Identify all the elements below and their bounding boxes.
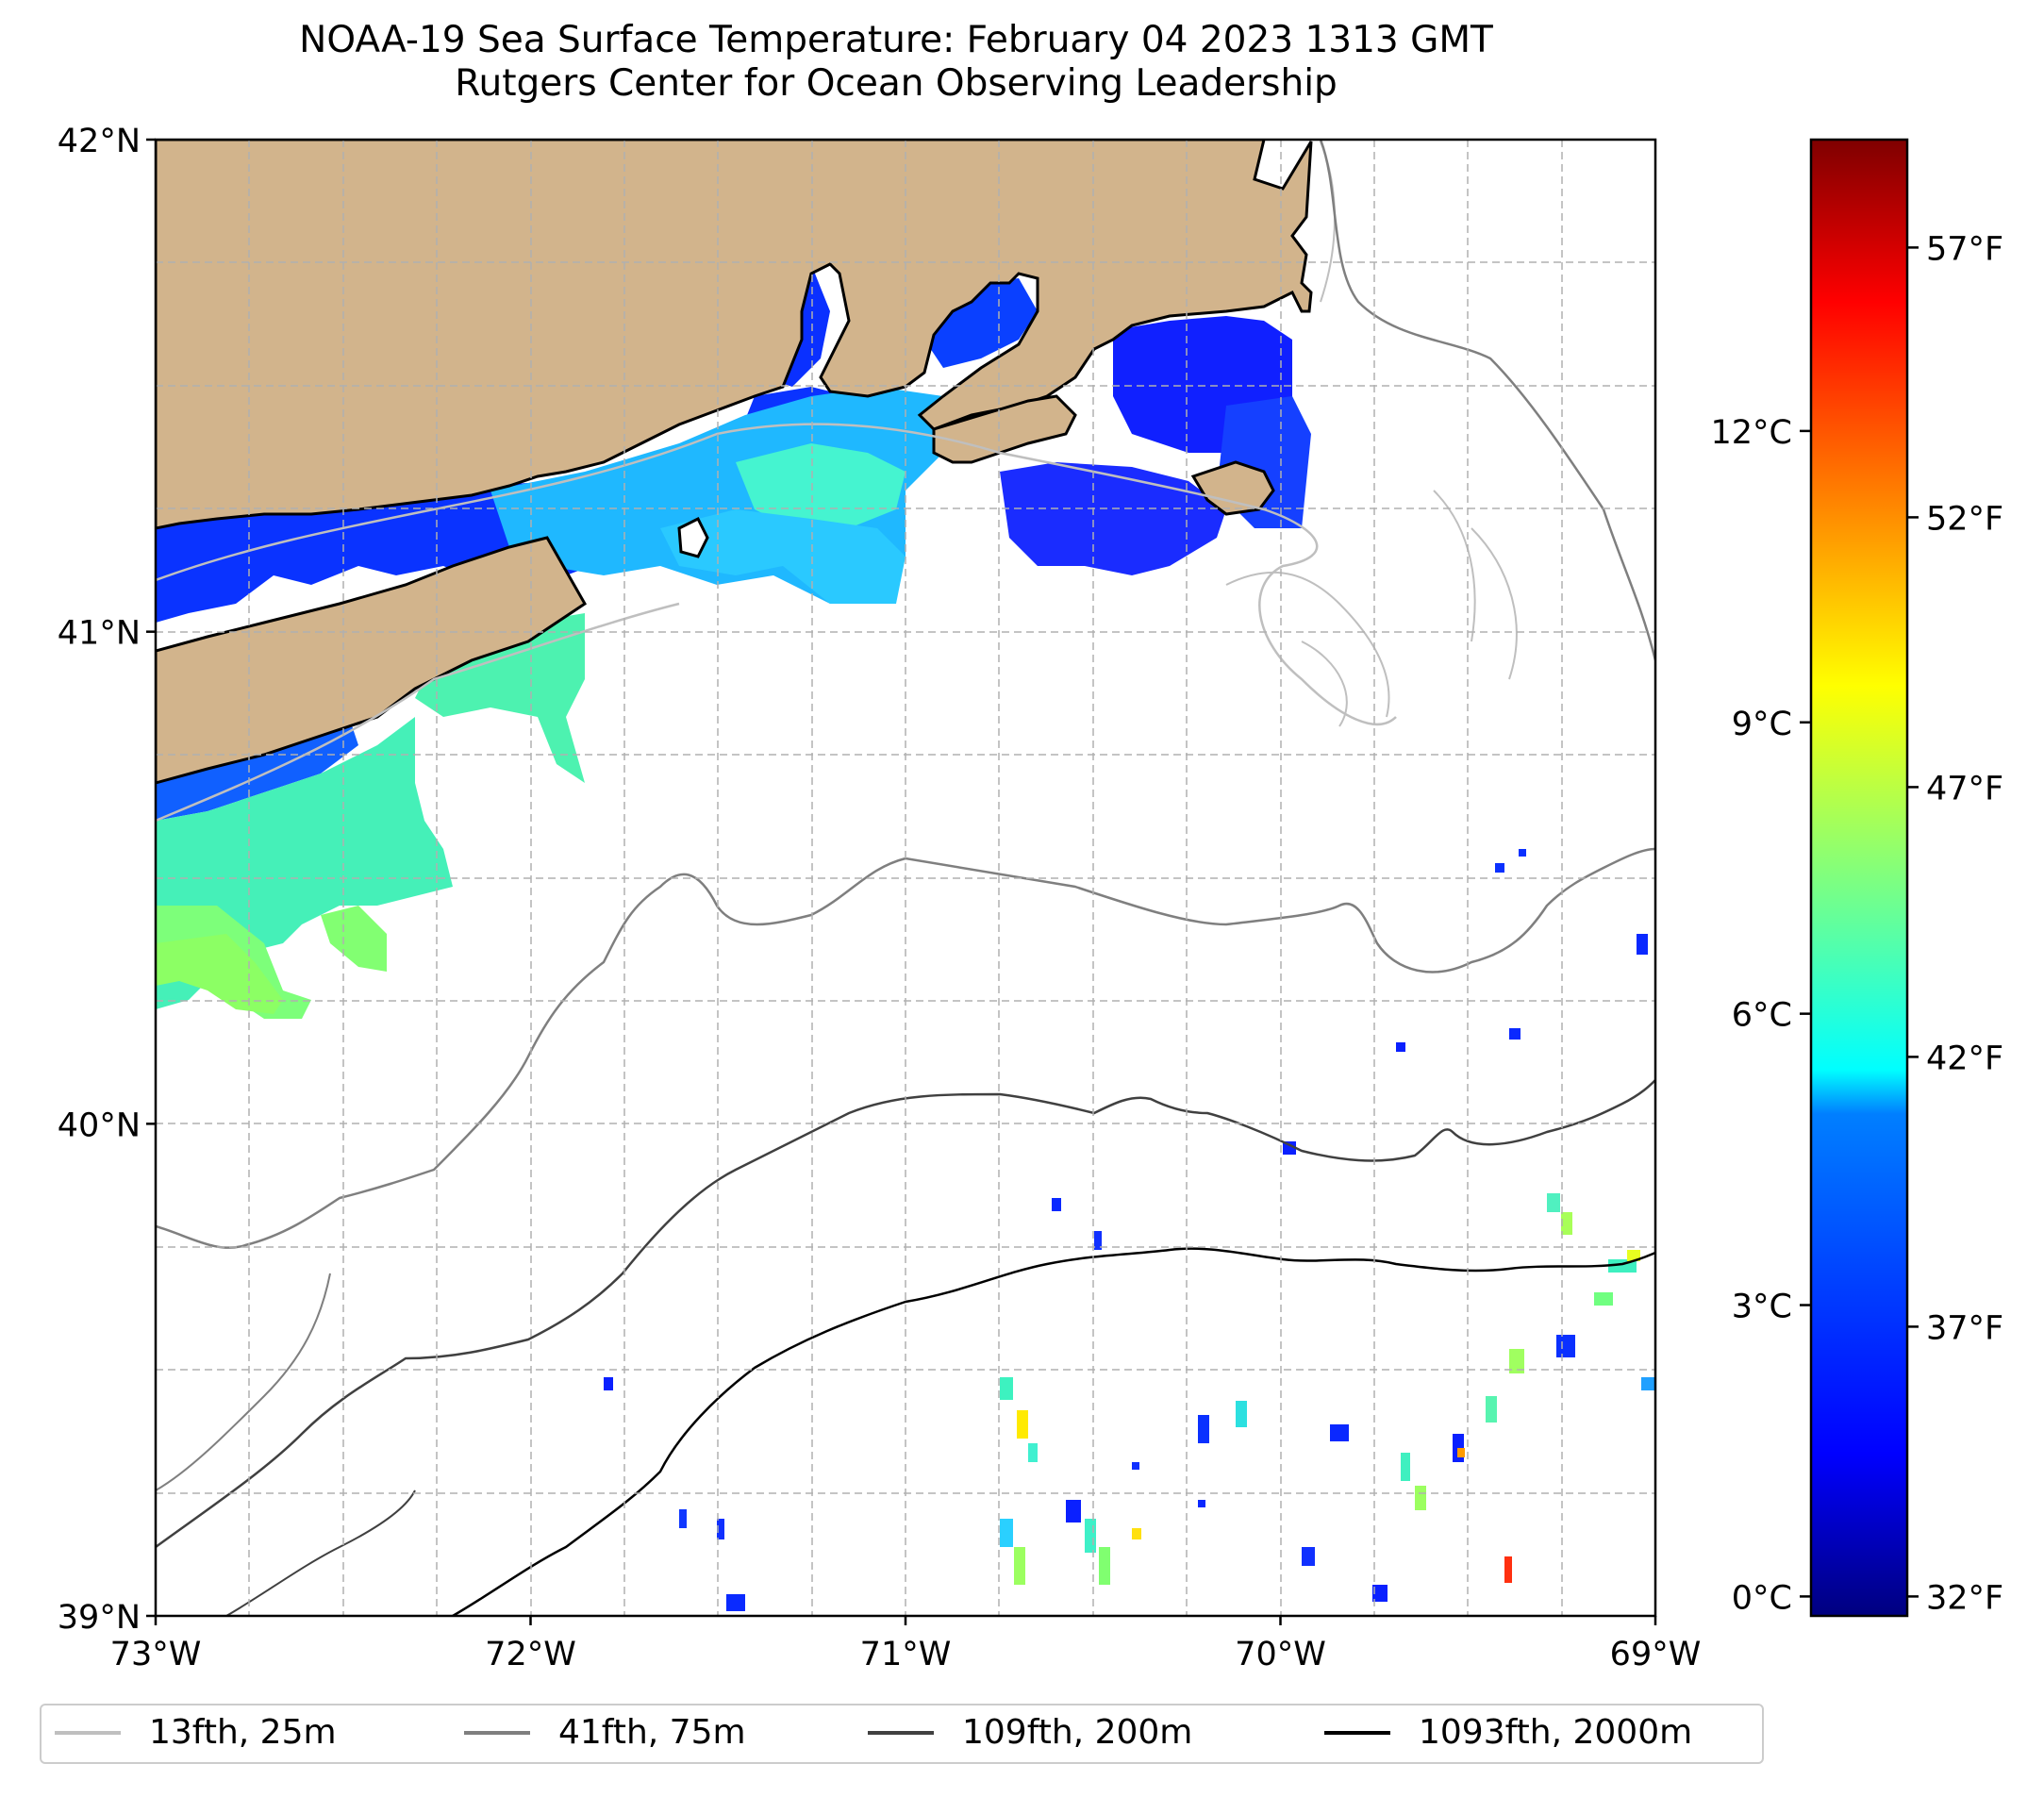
lon-tick-label: 69°W (1610, 1636, 1702, 1673)
fahrenheit-tick-label: 42°F (1926, 1040, 2003, 1077)
lon-tick-label: 70°W (1235, 1636, 1326, 1673)
contour-25m-shoals (1225, 141, 1518, 727)
sst-scatter-pixels (604, 849, 1654, 1611)
map-subtitle: Rutgers Center for Ocean Observing Leade… (455, 62, 1338, 105)
sst-data-layer (156, 140, 1311, 1019)
contour-75m-west (156, 1273, 331, 1491)
map-title: NOAA-19 Sea Surface Temperature: Februar… (299, 19, 1493, 61)
gridlines (156, 140, 1655, 1616)
sst-patch-green-offshore (156, 934, 283, 1014)
legend-item-75m: 41fth, 75m (464, 1713, 746, 1752)
lon-tick-label: 73°W (110, 1636, 202, 1673)
legend-label-200m: 109fth, 200m (962, 1713, 1193, 1752)
lon-tick-label: 71°W (860, 1636, 952, 1673)
sst-patch-li-south-shore-blue (156, 717, 358, 821)
legend-item-25m: 13fth, 25m (55, 1713, 337, 1752)
contour-200m (156, 1079, 1655, 1549)
colorbar-axes: 0°C 3°C 6°C 9°C 12°C 32°F 37°F 42°F 47°F 52°F 57°F (1711, 230, 2004, 1617)
fahrenheit-tick-label: 32°F (1926, 1579, 2003, 1617)
celsius-tick-label: 12°C (1711, 414, 1792, 452)
contour-2000m (452, 1247, 1655, 1616)
sst-patch-sound-center (736, 443, 906, 528)
sst-patch-nantucket-sound (1000, 462, 1226, 575)
contour-75m (156, 847, 1655, 1249)
colorbar (1809, 138, 1909, 1618)
map-area[interactable] (156, 140, 1655, 1616)
land-nantucket (1190, 460, 1275, 516)
lat-tick-label: 40°N (58, 1106, 141, 1144)
celsius-tick-label: 9°C (1732, 706, 1792, 743)
legend-item-2000m: 1093fth, 2000m (1324, 1713, 1692, 1752)
land-block-island (677, 516, 709, 558)
contour-75m-north (1319, 140, 1655, 661)
legend-swatch-2000m (1324, 1730, 1390, 1735)
sst-map-figure: 42°N 41°N 40°N 39°N73°W 72°W 71°W 70°W 69°W 0°C… (58, 123, 2004, 1673)
lat-tick-label: 42°N (58, 123, 141, 160)
map-axes: 42°N 41°N 40°N 39°N73°W 72°W 71°W 70°W 69°W (58, 123, 1702, 1673)
fahrenheit-tick-label: 52°F (1926, 500, 2003, 538)
celsius-tick-label: 0°C (1732, 1579, 1792, 1617)
legend-label-2000m: 1093fth, 2000m (1419, 1713, 1693, 1752)
legend-swatch-25m (55, 1730, 121, 1735)
land-martha-s-vineyard (932, 394, 1077, 464)
legend-swatch-200m (868, 1730, 934, 1735)
celsius-tick-label: 3°C (1732, 1289, 1792, 1326)
celsius-tick-label: 6°C (1732, 997, 1792, 1035)
lon-tick-label: 72°W (485, 1636, 576, 1673)
bathymetry-layer (156, 140, 1655, 1616)
land-long-island (156, 536, 587, 785)
land-connecticut-rhode-island-massachusetts (156, 140, 1313, 530)
fahrenheit-tick-label: 47°F (1926, 770, 2003, 807)
legend-label-25m: 13fth, 25m (149, 1713, 337, 1752)
lat-tick-label: 39°N (58, 1599, 141, 1637)
legend-label-75m: 41fth, 75m (558, 1713, 746, 1752)
sst-patch-block-island (660, 509, 906, 604)
fahrenheit-tick-label: 57°F (1926, 230, 2003, 268)
land-layer (156, 140, 1313, 785)
contour-25m-south (156, 602, 680, 823)
sst-patch-islets (321, 906, 387, 972)
legend-swatch-75m (464, 1730, 530, 1735)
contour-25m (156, 423, 1397, 726)
contour-200m-lower (225, 1489, 416, 1616)
fahrenheit-tick-label: 37°F (1926, 1309, 2003, 1347)
lat-tick-label: 41°N (58, 615, 141, 653)
contour-legend: 13fth, 25m 41fth, 75m 109fth, 200m 1093f… (40, 1704, 1764, 1764)
legend-item-200m: 109fth, 200m (868, 1713, 1192, 1752)
